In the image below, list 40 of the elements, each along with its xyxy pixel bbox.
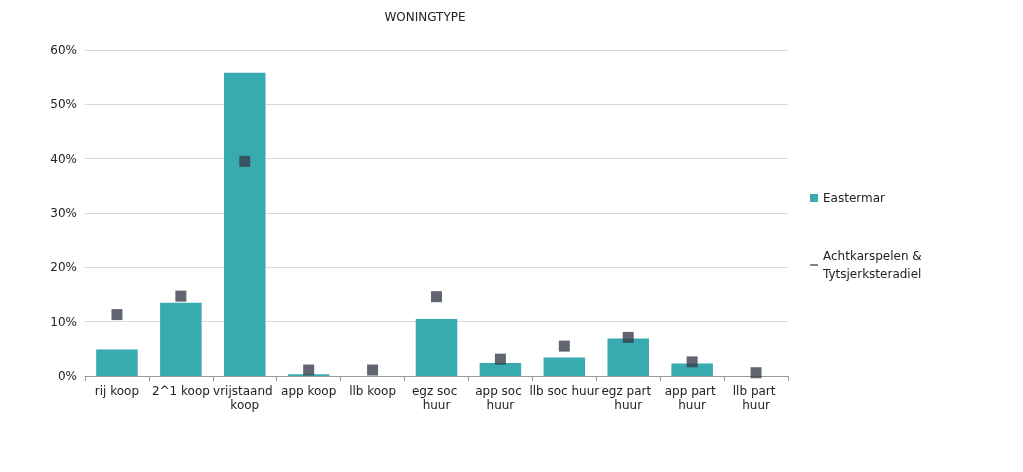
x-tick-label: egz soc huur: [411, 384, 462, 412]
y-tick-label: 20%: [50, 260, 77, 275]
bar: [671, 363, 713, 376]
x-tick-label: app koop: [281, 384, 337, 398]
y-tick-label: 40%: [50, 151, 77, 166]
point: [431, 291, 442, 303]
point: [175, 290, 187, 302]
point: [494, 353, 506, 365]
y-tick-label: 10%: [50, 314, 77, 329]
bar: [607, 338, 649, 376]
bar: [160, 302, 202, 376]
point: [686, 356, 698, 368]
bar: [224, 72, 266, 376]
point: [558, 340, 570, 352]
point: [622, 331, 634, 343]
point: [367, 364, 379, 376]
x-tick-label: app soc huur: [475, 384, 526, 412]
x-tick-label: llb part huur: [732, 384, 780, 412]
x-tick-label: llb koop: [349, 384, 397, 398]
point: [111, 309, 123, 321]
bar: [543, 357, 586, 376]
x-tick-label: llb soc huur: [529, 384, 600, 398]
x-tick-label: 2^1 koop: [151, 384, 210, 398]
x-tick-label: egz part huur: [601, 384, 655, 412]
legend-label: Eastermar: [823, 191, 886, 205]
y-tick-label: 0%: [57, 369, 77, 383]
y-tick-label: 30%: [50, 206, 77, 220]
point: [239, 155, 251, 167]
legend-label: Achtkarspelen & Tytsjerksteradiel: [822, 249, 926, 281]
bar: [96, 349, 138, 376]
point: [750, 367, 762, 379]
bar: [479, 362, 522, 376]
x-tick-label: app part huur: [664, 384, 720, 412]
chart-title: WONINGTYPE: [384, 10, 466, 24]
y-tick-label: 50%: [50, 97, 77, 112]
x-tick-label: vrijstaand koop: [213, 384, 277, 412]
bar: [415, 318, 458, 376]
x-tick-label: rij koop: [94, 384, 140, 398]
y-tick-label: 60%: [50, 43, 77, 57]
point: [303, 364, 315, 376]
